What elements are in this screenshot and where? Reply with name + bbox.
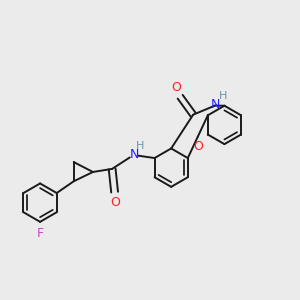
Text: N: N	[211, 98, 220, 110]
Text: H: H	[218, 91, 227, 101]
Text: O: O	[172, 81, 182, 94]
Text: O: O	[193, 140, 203, 153]
Text: H: H	[136, 141, 144, 151]
Text: F: F	[37, 227, 44, 240]
Text: N: N	[130, 148, 139, 161]
Text: O: O	[110, 196, 120, 209]
